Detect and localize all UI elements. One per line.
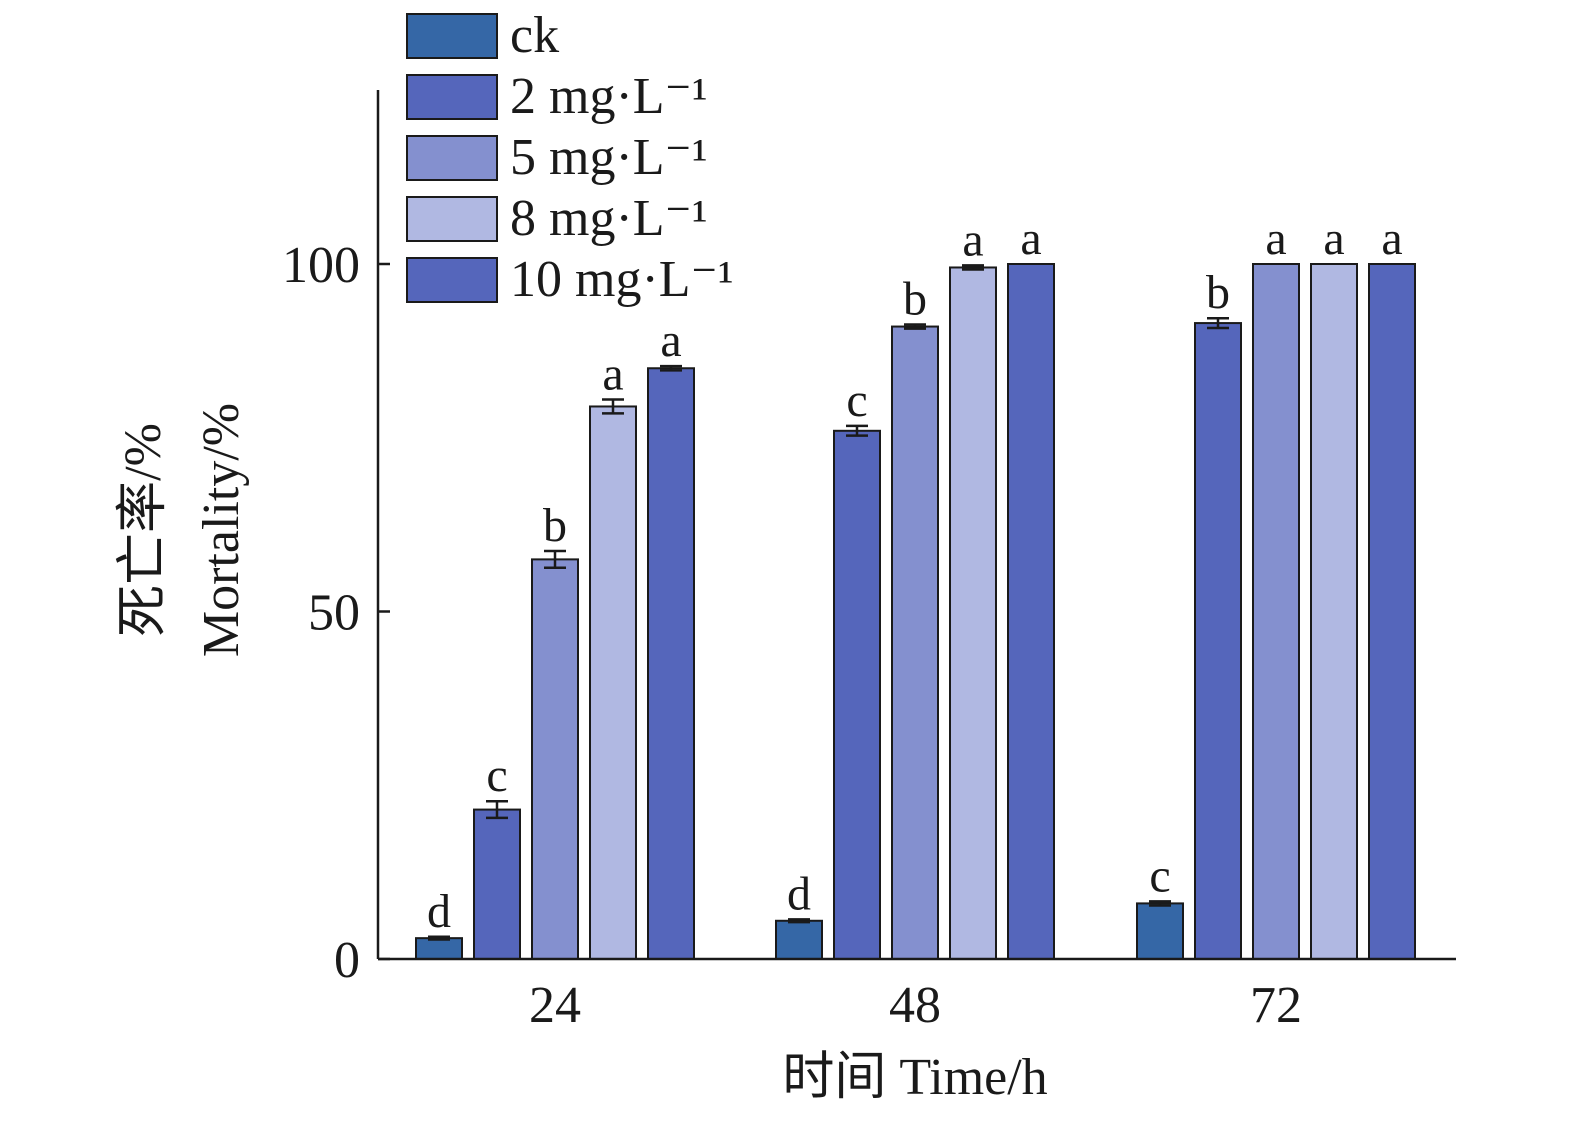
y-axis-title-english: Mortality/% [193,403,250,657]
legend-swatch-3 [406,135,498,181]
bar-5-72 [1368,263,1416,960]
y-tick-label-0: 0 [334,932,360,989]
bar-1-72 [1136,902,1184,961]
significance-letter-1-24: d [427,885,451,938]
bar-2-24 [473,808,521,961]
legend-item-4: 8 mg·L⁻¹ [406,190,708,247]
legend: ck2 mg·L⁻¹5 mg·L⁻¹8 mg·L⁻¹10 mg·L⁻¹ [406,7,734,308]
significance-letter-1-48: d [787,867,811,920]
legend-swatch-1 [406,13,498,59]
bar-2-48 [833,429,881,960]
significance-letter-2-72: b [1206,266,1230,319]
error-bar-1-72 [1149,900,1171,907]
x-tick-label-48: 48 [889,977,941,1034]
legend-item-3: 5 mg·L⁻¹ [406,129,708,186]
bar-5-24 [647,367,695,960]
significance-letter-4-48: a [962,213,983,266]
significance-letter-2-24: c [486,749,507,802]
legend-label-5: 10 mg·L⁻¹ [510,251,734,308]
bar-4-48 [949,266,997,961]
bar-4-72 [1310,263,1358,960]
error-bar-1-48 [788,918,810,924]
legend-swatch-5 [406,257,498,303]
y-axis-title-chinese: 死亡率/% [115,423,172,637]
legend-item-1: ck [406,7,559,64]
error-bar-3-24 [544,549,566,569]
error-bar-4-24 [602,398,624,415]
significance-letter-5-24: a [660,314,681,367]
bar-1-48 [775,919,823,961]
significance-letter-4-24: a [602,348,623,401]
bar-2-72 [1194,322,1242,960]
error-bar-5-24 [660,364,682,372]
legend-item-2: 2 mg·L⁻¹ [406,68,708,125]
significance-letter-3-48: b [903,272,927,325]
x-axis-title: 时间 Time/h [782,1049,1047,1106]
legend-label-2: 2 mg·L⁻¹ [510,68,708,125]
bar-4-24 [589,405,637,961]
significance-letter-5-72: a [1381,212,1402,265]
legend-swatch-4 [406,196,498,242]
legend-label-4: 8 mg·L⁻¹ [510,190,708,247]
error-bar-4-48 [962,264,984,271]
y-tick-label-50: 50 [308,585,360,642]
error-bar-3-48 [904,323,926,330]
axes-layer: 0 50 100 24 48 72 [282,90,1456,1034]
significance-letter-2-48: c [846,374,867,427]
x-tick-label-72: 72 [1250,977,1302,1034]
significance-letter-3-24: b [543,499,567,552]
significance-letter-1-72: c [1149,849,1170,902]
bar-3-72 [1252,263,1300,960]
y-tick-label-100: 100 [282,237,360,294]
x-tick-label-24: 24 [529,977,581,1034]
significance-letter-3-72: a [1265,212,1286,265]
bar-3-48 [891,325,939,960]
significance-letter-5-48: a [1020,212,1041,265]
error-bar-2-24 [486,799,508,820]
error-bar-2-48 [846,424,868,437]
bar-3-24 [531,558,579,960]
legend-swatch-2 [406,74,498,120]
legend-label-1: ck [510,7,559,64]
bar-5-48 [1007,263,1055,960]
legend-label-3: 5 mg·L⁻¹ [510,129,708,186]
legend-item-5: 10 mg·L⁻¹ [406,251,734,308]
error-bar-2-72 [1207,316,1229,330]
error-bar-1-24 [428,935,450,941]
bar-1-24 [415,937,463,961]
significance-letter-4-72: a [1323,212,1344,265]
